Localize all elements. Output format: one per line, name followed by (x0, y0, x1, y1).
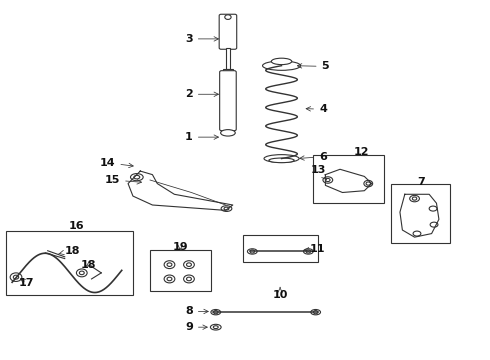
Ellipse shape (187, 277, 192, 281)
Text: 13: 13 (310, 165, 327, 180)
Ellipse shape (303, 249, 313, 254)
Ellipse shape (76, 269, 87, 277)
Text: 9: 9 (185, 322, 207, 332)
Bar (243, 235, 318, 262)
Text: 6: 6 (300, 152, 327, 162)
Ellipse shape (326, 179, 330, 181)
Text: 8: 8 (185, 306, 208, 316)
Ellipse shape (184, 261, 195, 269)
FancyBboxPatch shape (219, 14, 237, 49)
Bar (226, 48, 230, 69)
Text: 11: 11 (304, 244, 325, 253)
Text: 3: 3 (185, 34, 219, 44)
Bar (223, 69, 233, 72)
Ellipse shape (187, 263, 192, 266)
Text: 18: 18 (80, 260, 96, 270)
Text: 7: 7 (417, 177, 425, 187)
Ellipse shape (213, 326, 218, 329)
Ellipse shape (210, 324, 221, 330)
Ellipse shape (269, 158, 294, 163)
Ellipse shape (164, 275, 175, 283)
Ellipse shape (264, 155, 299, 162)
Ellipse shape (250, 250, 254, 253)
Ellipse shape (130, 174, 143, 181)
Text: 2: 2 (185, 89, 219, 99)
Text: 18: 18 (59, 246, 80, 256)
Ellipse shape (10, 273, 22, 282)
Text: 15: 15 (105, 175, 142, 185)
Ellipse shape (413, 197, 417, 200)
Ellipse shape (224, 207, 229, 210)
Ellipse shape (225, 15, 231, 19)
Text: 16: 16 (69, 221, 85, 231)
Ellipse shape (134, 175, 140, 179)
Ellipse shape (13, 275, 19, 279)
Text: 5: 5 (297, 62, 329, 71)
Bar (391, 184, 450, 243)
Text: 14: 14 (100, 158, 133, 168)
Ellipse shape (323, 177, 333, 183)
Ellipse shape (410, 195, 419, 202)
Text: 4: 4 (306, 104, 327, 114)
Ellipse shape (429, 206, 437, 211)
Ellipse shape (184, 275, 195, 283)
Ellipse shape (271, 58, 292, 64)
Ellipse shape (221, 206, 232, 211)
Bar (150, 249, 211, 291)
Text: 1: 1 (185, 132, 219, 142)
Text: 17: 17 (19, 278, 34, 288)
Ellipse shape (167, 277, 172, 281)
Ellipse shape (247, 249, 257, 254)
Bar (6, 231, 133, 295)
Ellipse shape (314, 311, 318, 314)
Text: 19: 19 (172, 242, 188, 252)
Ellipse shape (164, 261, 175, 269)
Ellipse shape (364, 180, 373, 187)
Ellipse shape (413, 231, 421, 236)
FancyBboxPatch shape (220, 71, 236, 131)
Ellipse shape (167, 263, 172, 266)
Ellipse shape (211, 310, 220, 315)
Ellipse shape (220, 130, 235, 136)
Ellipse shape (306, 250, 311, 253)
Bar (313, 155, 384, 203)
Ellipse shape (311, 310, 320, 315)
Ellipse shape (79, 271, 84, 275)
Ellipse shape (366, 182, 370, 185)
Text: 12: 12 (354, 147, 369, 157)
Ellipse shape (214, 311, 218, 314)
Text: 10: 10 (272, 287, 288, 300)
Ellipse shape (263, 61, 300, 70)
Ellipse shape (430, 222, 438, 227)
